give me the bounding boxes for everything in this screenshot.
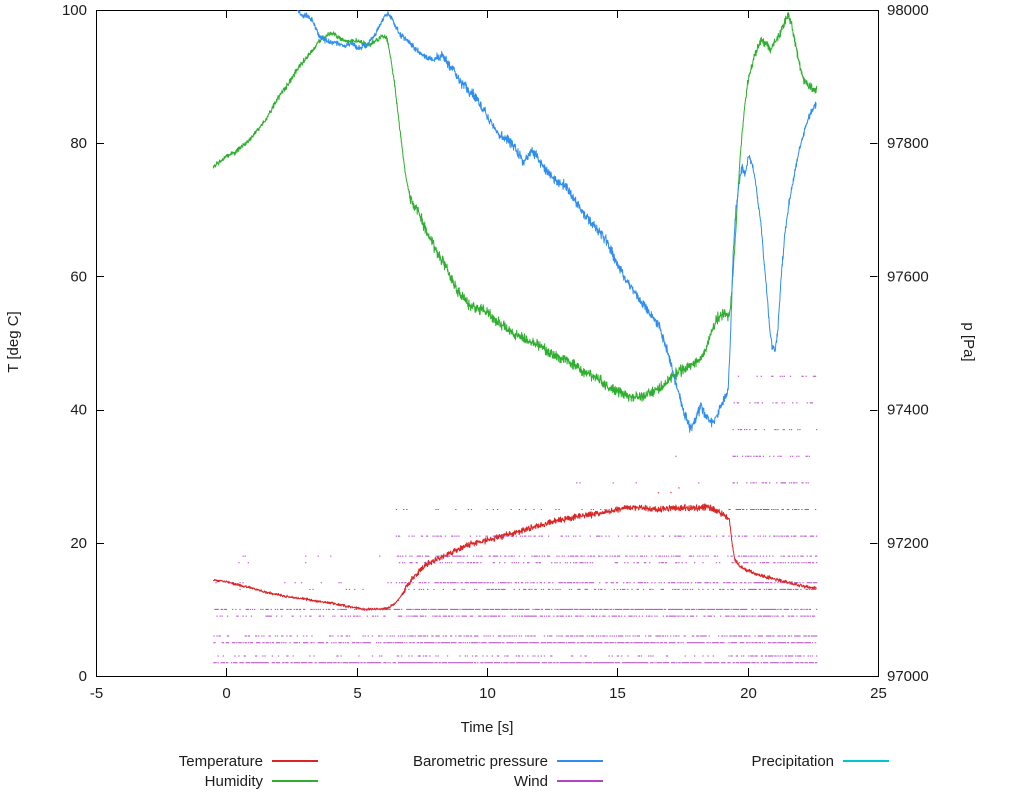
svg-text:98000: 98000	[887, 2, 929, 19]
legend-label-humidity: Humidity	[204, 772, 263, 790]
legend-swatch-temperature	[272, 760, 318, 762]
y-axis-title-right: p [Pa]	[960, 322, 977, 362]
x-axis-title: Time [s]	[460, 719, 514, 736]
svg-text:97200: 97200	[887, 535, 929, 552]
legend-item-precipitation: Precipitation	[631, 752, 889, 770]
legend-swatch-wind	[557, 780, 603, 782]
svg-text:80: 80	[70, 135, 87, 152]
svg-text:15: 15	[609, 685, 626, 702]
legend-item-temperature: Temperature	[60, 752, 318, 770]
svg-text:97800: 97800	[887, 135, 929, 152]
svg-text:5: 5	[353, 685, 361, 702]
svg-text:97600: 97600	[887, 268, 929, 285]
legend-swatch-humidity	[272, 780, 318, 782]
svg-text:97000: 97000	[887, 668, 929, 685]
svg-text:97400: 97400	[887, 402, 929, 419]
legend-label-temperature: Temperature	[178, 752, 263, 770]
svg-text:40: 40	[70, 402, 87, 419]
legend-label-barometric-pressure: Barometric pressure	[412, 752, 548, 770]
legend-swatch-barometric-pressure	[557, 760, 603, 762]
svg-text:0: 0	[79, 668, 87, 685]
legend-item-wind: Wind	[345, 772, 603, 790]
legend-label-precipitation: Precipitation	[751, 752, 834, 770]
svg-text:100: 100	[62, 2, 87, 19]
svg-text:60: 60	[70, 268, 87, 285]
svg-text:20: 20	[70, 535, 87, 552]
legend-item-barometric-pressure: Barometric pressure	[345, 752, 603, 770]
svg-text:-5: -5	[90, 685, 103, 702]
svg-text:0: 0	[222, 685, 230, 702]
legend-label-wind: Wind	[513, 772, 548, 790]
legend-item-humidity: Humidity	[60, 772, 318, 790]
svg-text:10: 10	[479, 685, 496, 702]
svg-text:25: 25	[870, 685, 887, 702]
legend-swatch-precipitation	[843, 760, 889, 762]
y-axis-title-left: T [deg C]	[5, 311, 22, 373]
svg-text:20: 20	[740, 685, 757, 702]
